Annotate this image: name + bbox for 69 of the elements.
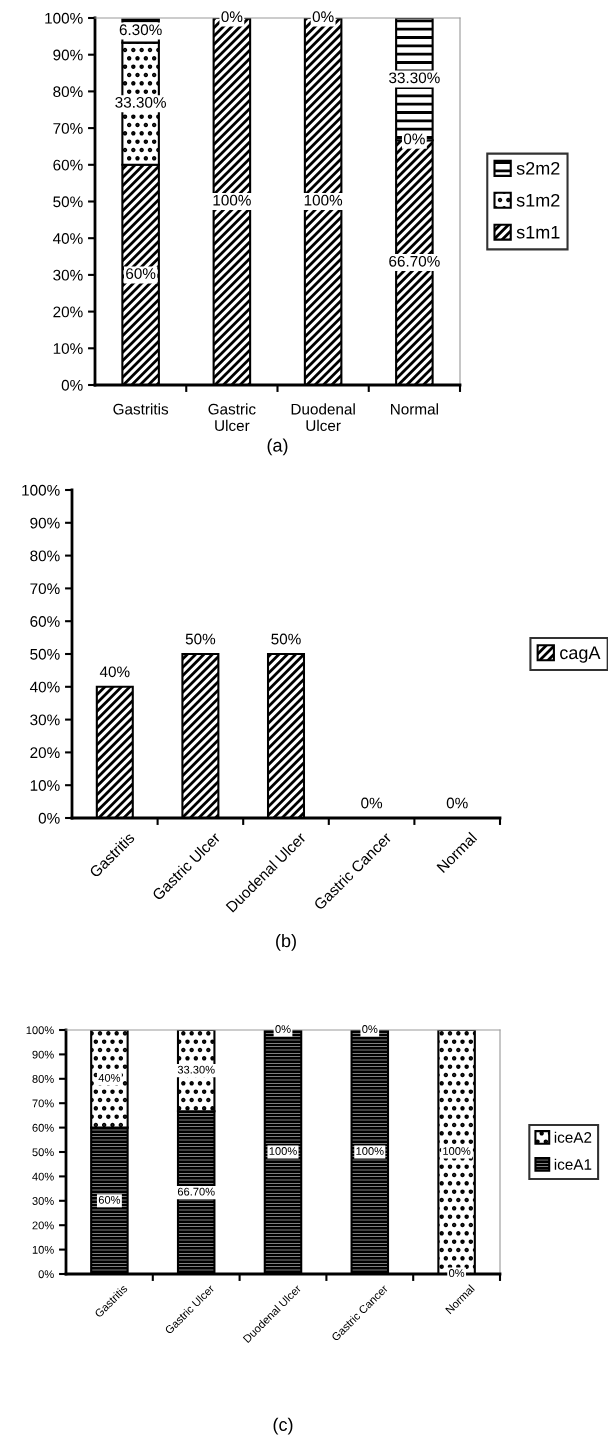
y-tick-label: 100% — [26, 1026, 54, 1035]
y-tick-label: 0% — [61, 379, 83, 391]
data-label: 6.30% — [119, 24, 162, 36]
y-tick-label: 30% — [32, 1197, 54, 1205]
y-tick-label: 30% — [53, 269, 83, 281]
x-axis-title: (a) — [267, 438, 288, 456]
y-tick-label: 40% — [29, 681, 60, 693]
y-tick-label: 40% — [52, 233, 83, 244]
y-tick-label: 90% — [53, 49, 83, 61]
y-tick-label: 20% — [32, 1221, 54, 1230]
data-label: 0% — [362, 1025, 378, 1033]
y-tick-label: 20% — [53, 306, 83, 318]
data-label: 0% — [275, 1025, 291, 1033]
x-axis-title: (b) — [276, 933, 296, 951]
data-label: 100% — [356, 1147, 384, 1155]
data-label: 33.30% — [177, 1065, 215, 1074]
data-label: 66.70% — [177, 1187, 215, 1196]
y-tick-label: 10% — [30, 780, 60, 791]
x-tick-label: Gastritis — [113, 403, 169, 415]
data-label: 100% — [213, 194, 251, 206]
data-label: 100% — [269, 1147, 297, 1155]
data-label: 50% — [271, 633, 301, 645]
y-tick-label: 80% — [53, 86, 83, 98]
y-tick-label: 50% — [32, 1148, 54, 1157]
y-tick-label: 10% — [32, 1245, 54, 1254]
y-tick-label: 80% — [32, 1075, 54, 1083]
y-tick-label: 100% — [22, 484, 60, 496]
data-label: 66.70% — [389, 255, 440, 267]
x-axis-title: (c) — [273, 1417, 293, 1435]
y-tick-label: 30% — [30, 714, 60, 726]
legend-label: cagA — [560, 646, 601, 663]
y-tick-label: 90% — [30, 517, 60, 529]
legend-label: s2m2 — [516, 161, 560, 175]
y-tick-label: 50% — [53, 196, 83, 208]
data-label: 60% — [98, 1195, 121, 1204]
y-tick-label: 60% — [32, 1123, 54, 1132]
data-label: 100% — [443, 1147, 471, 1155]
y-tick-label: 60% — [53, 159, 83, 171]
y-tick-label: 50% — [30, 648, 60, 660]
data-label: 33.30% — [115, 96, 166, 108]
data-label: 0% — [361, 797, 383, 809]
y-tick-label: 90% — [32, 1050, 54, 1059]
data-label: 50% — [185, 633, 216, 645]
x-tick-label: Gastric Ulcer — [208, 403, 256, 432]
y-tick-label: 10% — [53, 343, 83, 354]
data-label: 60% — [126, 268, 156, 279]
y-tick-label: 80% — [30, 550, 60, 562]
data-label: 100% — [304, 194, 343, 206]
y-tick-label: 100% — [45, 12, 83, 24]
y-tick-label: 70% — [53, 122, 83, 134]
data-label: 33.30% — [389, 72, 440, 84]
y-tick-label: 70% — [32, 1099, 54, 1108]
legend-label: s1m1 — [516, 225, 560, 239]
data-label: 0% — [403, 133, 425, 145]
y-tick-label: 70% — [30, 583, 60, 595]
data-label: 40% — [99, 666, 130, 678]
legend-label: iceA1 — [554, 1158, 592, 1170]
data-label: 40% — [98, 1073, 121, 1082]
legend-label: iceA2 — [554, 1131, 592, 1143]
legend-label: s1m2 — [516, 193, 560, 207]
data-label: 0% — [446, 797, 468, 809]
y-tick-label: 60% — [30, 616, 60, 627]
y-tick-label: 40% — [32, 1172, 54, 1181]
x-tick-label: Duodenal Ulcer — [291, 403, 355, 432]
data-label: 0% — [449, 1269, 465, 1277]
y-tick-label: 0% — [38, 812, 60, 824]
y-tick-label: 20% — [30, 747, 60, 759]
x-tick-label: Normal — [391, 403, 438, 415]
y-tick-label: 0% — [38, 1270, 54, 1279]
